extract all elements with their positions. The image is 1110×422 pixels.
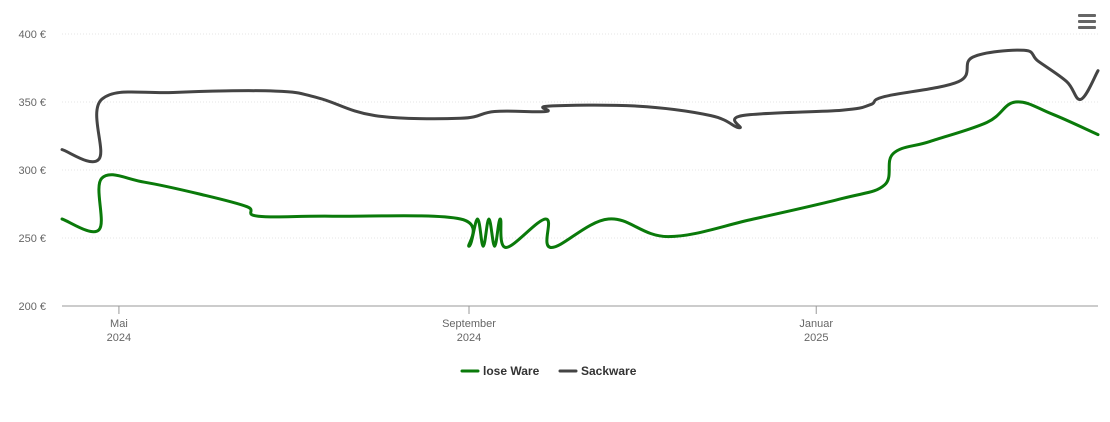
x-tick-year-label: 2024 (107, 332, 131, 344)
hamburger-menu-icon[interactable] (1076, 12, 1098, 32)
x-tick-month-label: Mai (110, 318, 128, 330)
y-tick-label: 400 € (18, 29, 46, 41)
series-line-lose-ware[interactable] (60, 100, 1100, 249)
y-tick-label: 200 € (18, 301, 46, 313)
y-tick-label: 250 € (18, 233, 46, 245)
legend-item-lose-ware[interactable]: lose Ware (460, 364, 540, 378)
legend-label: lose Ware (483, 364, 540, 378)
legend-label: Sackware (581, 364, 637, 378)
series-line-sackware[interactable] (60, 48, 1100, 164)
x-tick-month-label: Januar (799, 318, 833, 330)
y-tick-label: 350 € (18, 97, 46, 109)
y-gridlines: 200 € 250 € 300 € 350 € 400 € (18, 29, 1098, 313)
legend-item-sackware[interactable]: Sackware (558, 364, 637, 378)
x-tick-year-label: 2025 (804, 332, 828, 344)
series-lines (60, 48, 1100, 249)
x-tick-month-label: September (442, 318, 496, 330)
y-tick-label: 300 € (18, 165, 46, 177)
legend[interactable]: lose Ware Sackware (460, 364, 637, 378)
x-tick-year-label: 2024 (457, 332, 481, 344)
x-axis: Mai 2024 September 2024 Januar 2025 (62, 305, 1098, 344)
